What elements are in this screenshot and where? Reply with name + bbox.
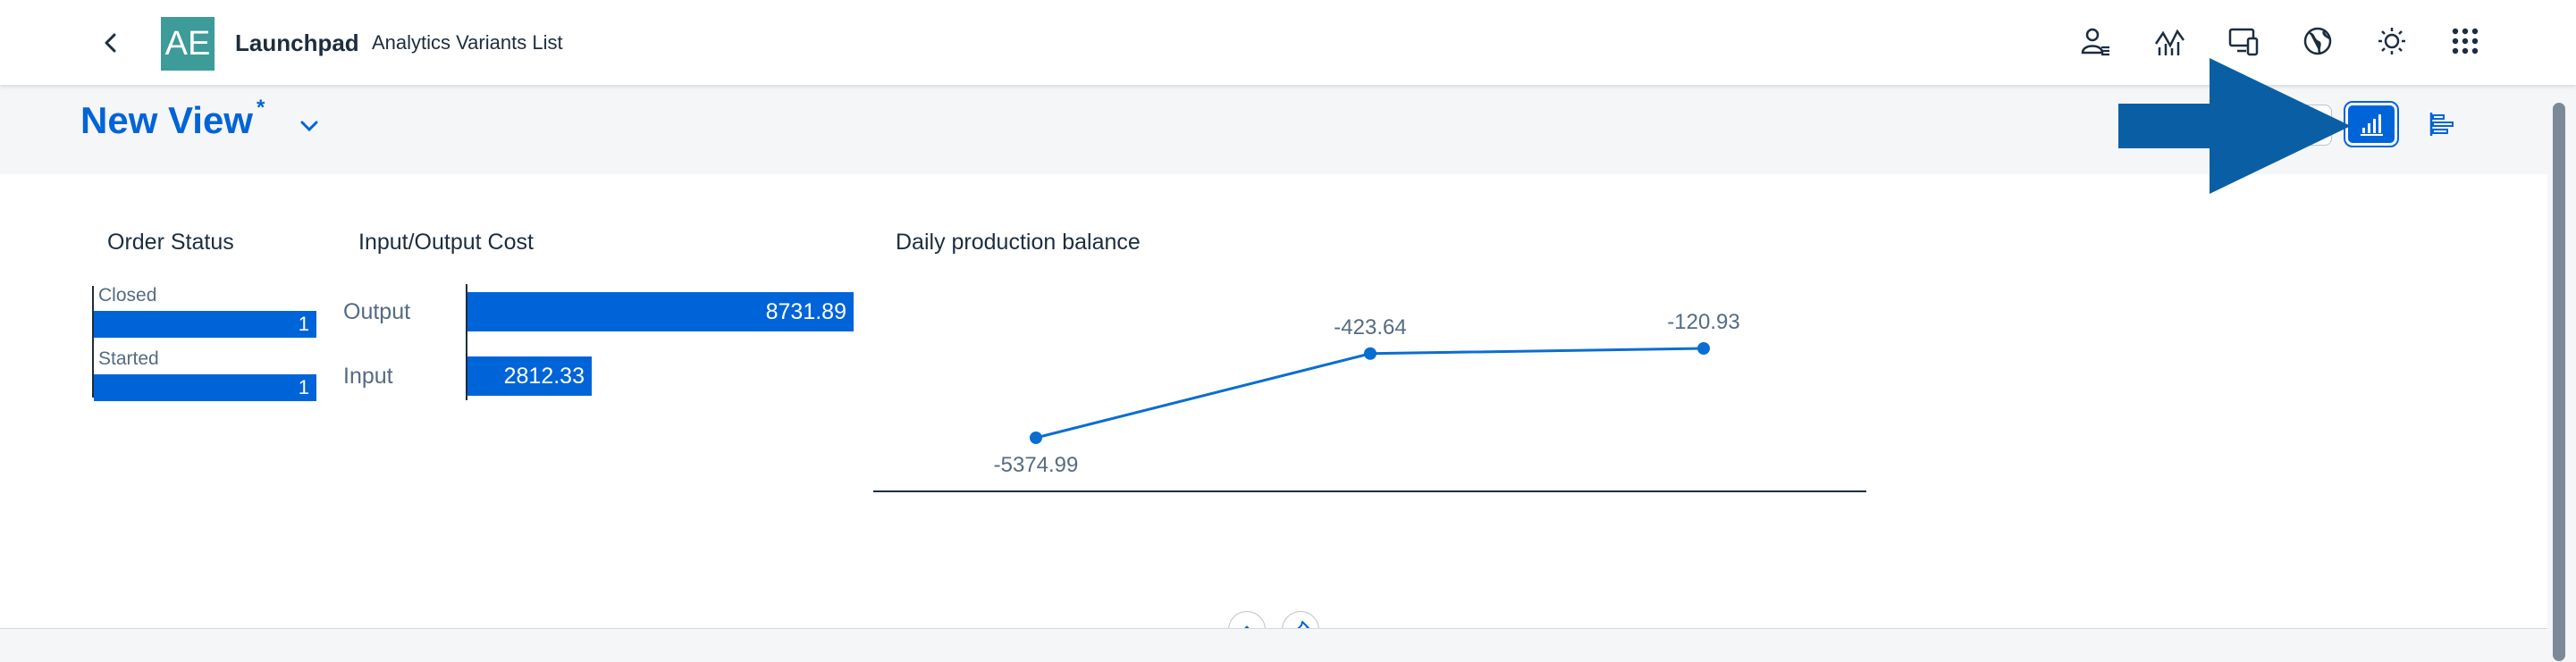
chart-title: Daily production balance <box>896 230 1141 255</box>
shell-subtitle: Analytics Variants List <box>372 31 563 54</box>
variant-title[interactable]: New View * <box>80 96 265 142</box>
order-status-label: Started <box>98 348 159 369</box>
data-label: -120.93 <box>1667 310 1739 334</box>
data-point[interactable] <box>1364 347 1376 360</box>
brightness-icon[interactable] <box>2376 25 2408 57</box>
order-status-bar[interactable]: 1 <box>94 374 316 401</box>
annotation-arrow <box>2118 58 2351 194</box>
view-title-text: New View <box>80 99 253 141</box>
footer-strip <box>0 628 2547 662</box>
series-line <box>1035 347 1705 440</box>
io-cost-bar-value: 2812.33 <box>503 364 585 389</box>
data-label: -423.64 <box>1334 315 1406 339</box>
grid-menu-icon[interactable] <box>2449 25 2481 57</box>
back-icon[interactable] <box>97 29 125 57</box>
io-cost-axis <box>466 284 467 400</box>
shell-title[interactable]: Launchpad <box>235 29 359 56</box>
io-cost-bar[interactable]: 2812.33 <box>467 356 592 396</box>
io-cost-bar-value: 8731.89 <box>765 299 846 324</box>
chevron-down-icon[interactable] <box>297 113 322 138</box>
io-cost-title: Input/Output Cost <box>358 230 534 255</box>
chart-container: Order Status Closed 1 Started 1 Input/Ou… <box>0 174 2547 649</box>
chart-view-icon[interactable] <box>2344 101 2399 147</box>
order-status-bar-value: 1 <box>298 313 309 335</box>
globe-icon[interactable] <box>2302 25 2334 57</box>
user-settings-icon[interactable] <box>2079 25 2111 57</box>
vertical-scrollbar[interactable] <box>2553 103 2565 661</box>
order-status-bar[interactable]: 1 <box>94 311 316 338</box>
io-cost-label: Output <box>343 299 411 324</box>
order-status-axis <box>92 286 94 398</box>
app-logo-text: AE <box>164 24 211 63</box>
order-status-label: Closed <box>98 285 157 306</box>
io-cost-label: Input <box>343 364 393 389</box>
analytics-icon[interactable] <box>2153 25 2185 57</box>
data-label: -5374.99 <box>994 453 1079 477</box>
devices-icon[interactable] <box>2227 25 2260 57</box>
shell-bar: AE Launchpad Analytics Variants List <box>0 0 2576 85</box>
list-view-icon[interactable] <box>2422 106 2462 142</box>
order-status-bar-value: 1 <box>298 376 309 398</box>
modified-marker: * <box>256 96 265 120</box>
data-point[interactable] <box>1697 342 1710 355</box>
app-logo[interactable]: AE <box>161 17 215 71</box>
line-chart: -5374.992012-04-18T00:00:00-423.642012-0… <box>873 310 1866 492</box>
io-cost-bar[interactable]: 8731.89 <box>467 292 854 331</box>
order-status-title: Order Status <box>107 230 234 255</box>
data-point[interactable] <box>1030 432 1042 444</box>
